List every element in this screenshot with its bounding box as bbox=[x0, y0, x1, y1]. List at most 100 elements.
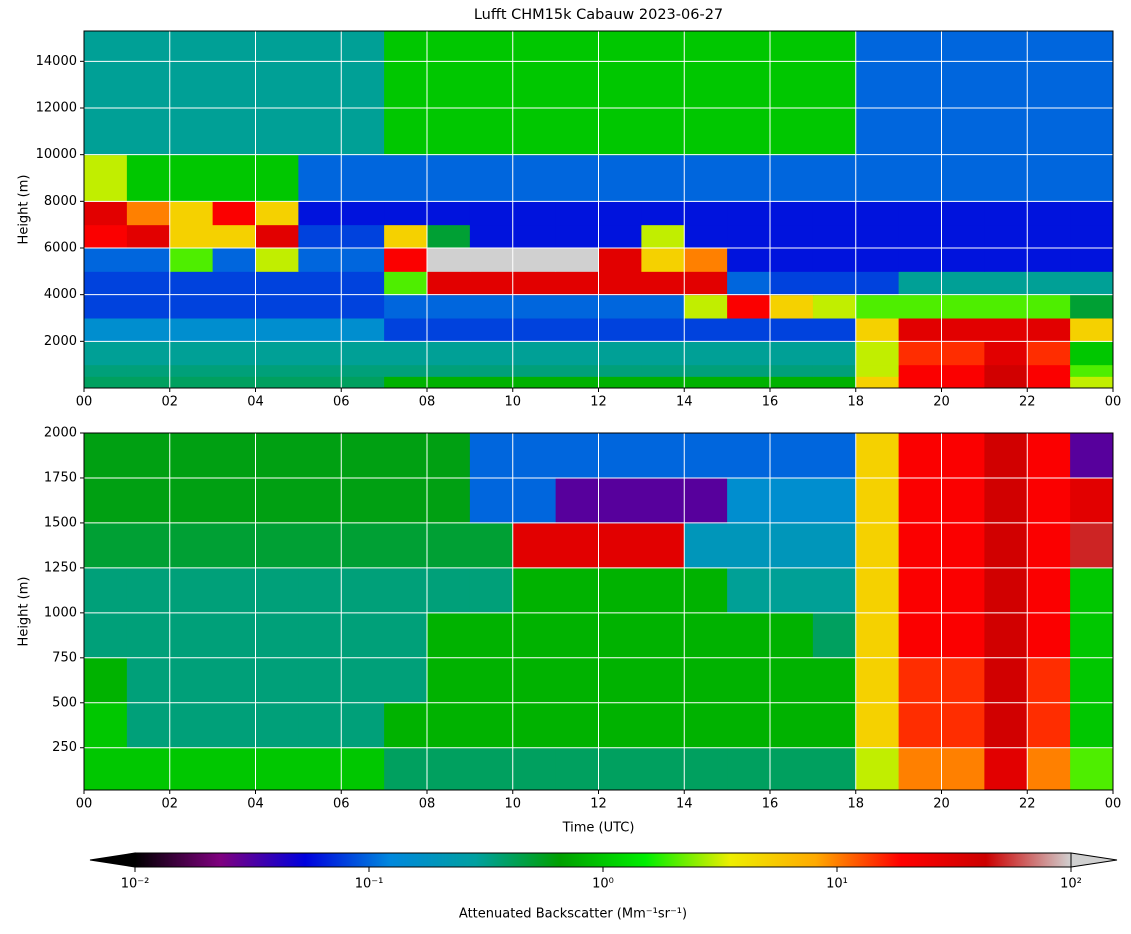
x-tick-label: 16 bbox=[762, 797, 779, 812]
heatmap-cell bbox=[941, 567, 985, 614]
heatmap-cell bbox=[84, 224, 128, 249]
y-tick-label: 750 bbox=[52, 650, 77, 665]
heatmap-cell bbox=[684, 567, 728, 614]
heatmap-cell bbox=[212, 318, 256, 342]
heatmap-cell bbox=[469, 747, 514, 791]
heatmap-cell bbox=[298, 248, 342, 272]
heatmap-cell bbox=[812, 224, 857, 249]
heatmap-cell bbox=[812, 702, 857, 749]
heatmap-cell bbox=[255, 341, 299, 366]
heatmap-cell bbox=[898, 271, 942, 296]
heatmap-cell bbox=[255, 248, 299, 272]
heatmap-cell bbox=[727, 702, 771, 749]
heatmap-cell bbox=[255, 318, 299, 342]
heatmap-cell bbox=[298, 271, 342, 296]
heatmap-cell bbox=[84, 318, 128, 342]
heatmap-cell bbox=[855, 248, 900, 272]
heatmap-cell bbox=[298, 567, 342, 614]
heatmap-cell bbox=[169, 376, 214, 389]
heatmap-cell bbox=[812, 747, 857, 791]
heatmap-cell bbox=[126, 318, 171, 342]
heatmap-cell bbox=[169, 341, 214, 366]
heatmap-cell bbox=[1070, 201, 1114, 226]
heatmap-cell bbox=[684, 376, 728, 389]
heatmap-cell bbox=[212, 271, 256, 296]
heatmap-cell bbox=[727, 248, 771, 272]
heatmap-cell bbox=[169, 477, 214, 524]
heatmap-cell bbox=[1027, 522, 1071, 569]
heatmap-cell bbox=[727, 376, 771, 389]
heatmap-cell bbox=[555, 747, 599, 791]
heatmap-cell bbox=[1070, 522, 1114, 569]
heatmap-cell bbox=[384, 657, 428, 704]
heatmap-cell bbox=[341, 376, 385, 389]
heatmap-cell bbox=[727, 154, 771, 202]
heatmap-cell bbox=[1070, 271, 1114, 296]
heatmap-cell bbox=[84, 612, 128, 659]
heatmap-cell bbox=[84, 201, 128, 226]
heatmap-cell bbox=[727, 318, 771, 342]
heatmap-cell bbox=[384, 522, 428, 569]
heatmap-cell bbox=[684, 31, 728, 156]
heatmap-cell bbox=[84, 433, 128, 479]
heatmap-cell bbox=[941, 341, 985, 366]
heatmap-cell bbox=[641, 477, 685, 524]
heatmap-cell bbox=[469, 477, 514, 524]
heatmap-cell bbox=[1027, 201, 1071, 226]
x-tick-label: 00 bbox=[1105, 395, 1122, 410]
heatmap-cell bbox=[469, 248, 514, 272]
heatmap-cell bbox=[255, 567, 299, 614]
heatmap-cell bbox=[512, 318, 557, 342]
heatmap-cell bbox=[898, 224, 942, 249]
heatmap-cell bbox=[126, 341, 171, 366]
heatmap-cell bbox=[84, 657, 128, 704]
heatmap-cell bbox=[812, 318, 857, 342]
heatmap-cell bbox=[641, 201, 685, 226]
heatmap-cell bbox=[1070, 433, 1114, 479]
plot-frame bbox=[83, 432, 1114, 791]
heatmap-cell bbox=[598, 364, 642, 377]
heatmap-cell bbox=[126, 376, 171, 389]
heatmap-cell bbox=[212, 154, 256, 202]
heatmap-cell bbox=[1070, 248, 1114, 272]
colorbar-tick-label: 10⁰ bbox=[592, 877, 614, 892]
x-tick-label: 00 bbox=[1105, 797, 1122, 812]
heatmap-cell bbox=[469, 224, 514, 249]
plot-frame bbox=[83, 30, 1114, 389]
heatmap-cell bbox=[212, 747, 256, 791]
heatmap-cell bbox=[1070, 341, 1114, 366]
heatmap-cell bbox=[1027, 364, 1071, 377]
heatmap-cell bbox=[770, 248, 814, 272]
heatmap-cell bbox=[684, 702, 728, 749]
heatmap-cell bbox=[512, 657, 557, 704]
x-tick-label: 04 bbox=[247, 395, 264, 410]
heatmap-cell bbox=[727, 612, 771, 659]
heatmap-cell bbox=[855, 433, 900, 479]
heatmap-cell bbox=[641, 747, 685, 791]
heatmap-cell bbox=[598, 567, 642, 614]
heatmap-cell bbox=[984, 318, 1028, 342]
colorbar-tick-label: 10⁻² bbox=[121, 877, 150, 892]
heatmap-cell bbox=[212, 201, 256, 226]
heatmap-cell bbox=[1027, 224, 1071, 249]
heatmap-cell bbox=[169, 154, 214, 202]
heatmap-cell bbox=[684, 224, 728, 249]
heatmap-cell bbox=[1027, 31, 1071, 156]
heatmap-cell bbox=[898, 294, 942, 319]
heatmap-cell bbox=[341, 294, 385, 319]
heatmap-cell bbox=[727, 477, 771, 524]
heatmap-cell bbox=[84, 477, 128, 524]
x-tick-label: 10 bbox=[504, 395, 521, 410]
heatmap-cell bbox=[212, 224, 256, 249]
heatmap-cell bbox=[812, 477, 857, 524]
x-tick-label: 04 bbox=[247, 797, 264, 812]
y-tick-label: 4000 bbox=[44, 287, 77, 302]
heatmap-cell bbox=[1070, 747, 1114, 791]
heatmap-cell bbox=[512, 567, 557, 614]
heatmap-cell bbox=[598, 318, 642, 342]
heatmap-cell bbox=[855, 224, 900, 249]
heatmap-cell bbox=[812, 341, 857, 366]
heatmap-cell bbox=[641, 294, 685, 319]
heatmap-cell bbox=[812, 522, 857, 569]
heatmap-cell bbox=[126, 657, 171, 704]
